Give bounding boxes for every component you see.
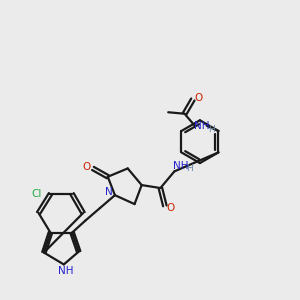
Text: H: H bbox=[208, 125, 214, 134]
Text: N: N bbox=[105, 187, 113, 197]
Text: O: O bbox=[83, 162, 91, 172]
Text: O: O bbox=[194, 93, 202, 103]
Text: NH: NH bbox=[173, 161, 189, 171]
Text: Cl: Cl bbox=[32, 189, 42, 199]
Text: H: H bbox=[187, 164, 193, 173]
Text: O: O bbox=[166, 203, 174, 213]
Text: NH: NH bbox=[58, 266, 73, 276]
Text: NH: NH bbox=[194, 121, 209, 130]
